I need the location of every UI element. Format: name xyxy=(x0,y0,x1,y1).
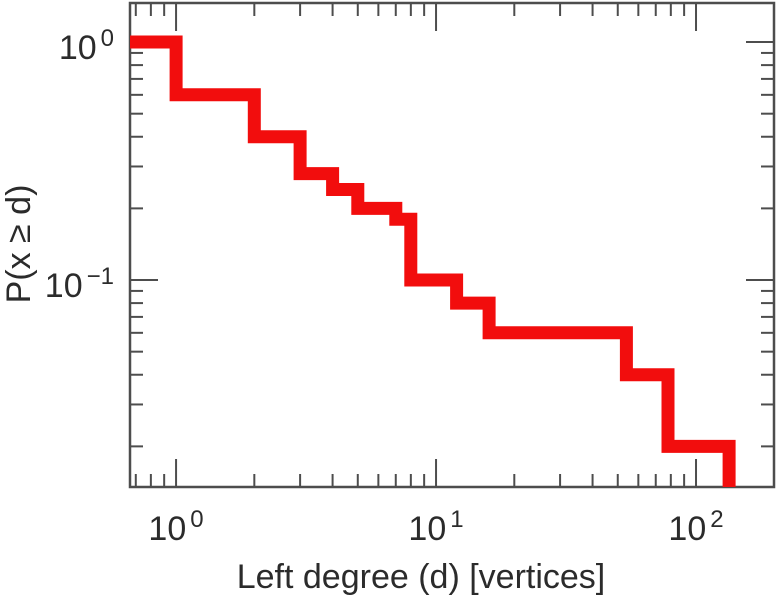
ccdf-step-line xyxy=(130,35,736,487)
y-axis-title: P(x ≥ d) xyxy=(0,184,38,304)
plot-frame xyxy=(128,1,776,489)
x-tick-label: 10 0 xyxy=(148,506,204,548)
x-tick-label: 10 2 xyxy=(668,506,724,548)
y-tick-label: 10 −1 xyxy=(44,263,114,305)
y-tick-label: 10 0 xyxy=(58,25,114,67)
x-tick-label: 10 1 xyxy=(408,506,464,548)
x-axis-title: Left degree (d) [vertices] xyxy=(236,558,606,596)
